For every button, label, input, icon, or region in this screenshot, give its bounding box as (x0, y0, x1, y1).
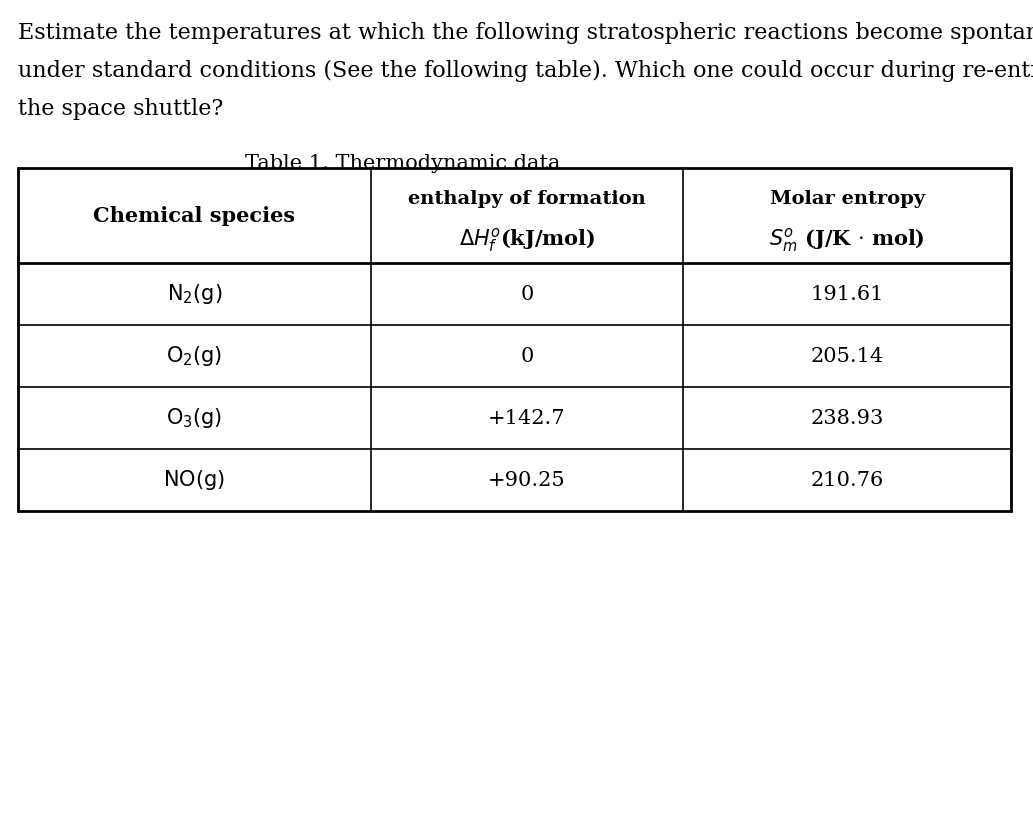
Text: enthalpy of formation: enthalpy of formation (408, 190, 646, 208)
Text: 0: 0 (521, 346, 534, 365)
Text: $S_m^{o}$ (J/K $\cdot$ mol): $S_m^{o}$ (J/K $\cdot$ mol) (770, 226, 925, 254)
Text: 210.76: 210.76 (811, 471, 884, 490)
Text: the space shuttle?: the space shuttle? (18, 98, 223, 120)
Text: $\mathrm{NO(g)}$: $\mathrm{NO(g)}$ (163, 468, 225, 492)
Text: under standard conditions (See the following table). Which one could occur durin: under standard conditions (See the follo… (18, 60, 1033, 82)
Text: 205.14: 205.14 (811, 346, 884, 365)
Text: Estimate the temperatures at which the following stratospheric reactions become : Estimate the temperatures at which the f… (18, 22, 1033, 44)
Bar (18, 168, 1011, 511)
Text: Chemical species: Chemical species (93, 206, 295, 226)
Text: Molar entropy: Molar entropy (770, 190, 925, 208)
Text: 191.61: 191.61 (811, 285, 884, 304)
Text: Table 1. Thermodynamic data: Table 1. Thermodynamic data (245, 154, 561, 173)
Text: $\mathrm{O_3(g)}$: $\mathrm{O_3(g)}$ (166, 406, 222, 430)
Text: +142.7: +142.7 (489, 408, 566, 427)
Text: $\mathrm{N_2(g)}$: $\mathrm{N_2(g)}$ (166, 282, 222, 306)
Text: $\mathrm{O_2(g)}$: $\mathrm{O_2(g)}$ (166, 344, 222, 368)
Text: 0: 0 (521, 285, 534, 304)
Text: +90.25: +90.25 (489, 471, 566, 490)
Text: 238.93: 238.93 (811, 408, 884, 427)
Text: $\Delta H_f^{o}$(kJ/mol): $\Delta H_f^{o}$(kJ/mol) (459, 226, 595, 254)
